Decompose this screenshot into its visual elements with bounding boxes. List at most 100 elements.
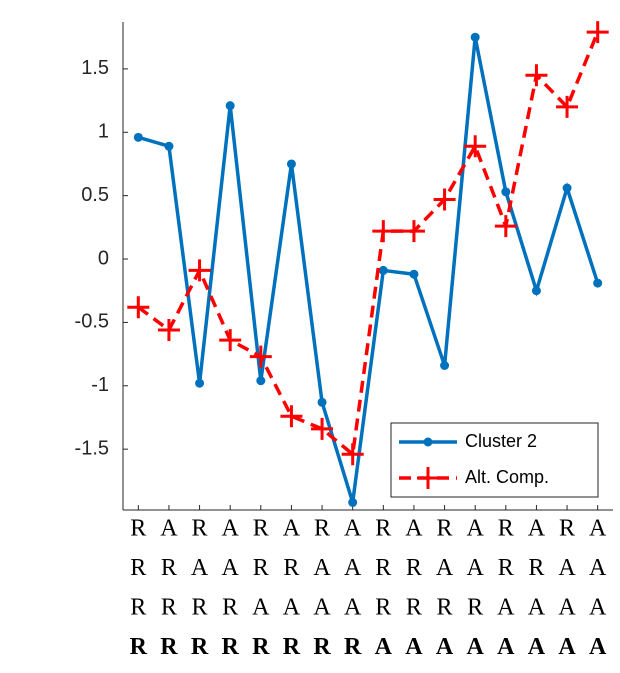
point [225,101,235,111]
x-tick-label: R [161,555,177,581]
point [586,21,609,44]
x-tick-label: R [130,555,146,581]
point [556,95,579,118]
point [164,141,174,151]
y-tick-label: 0.5 [81,184,109,206]
x-tick-label: R [313,634,331,660]
x-tick-label: R [130,516,146,542]
x-tick-label: R [559,516,575,542]
x-tick-label: R [253,516,269,542]
point [464,135,487,158]
point [378,265,388,275]
x-tick-label: R [192,516,208,542]
x-tick-label: R [253,555,269,581]
x-tick-label: A [558,595,576,621]
x-tick-label: R [406,555,422,581]
y-tick-label: 1.5 [81,57,109,79]
x-tick-label: A [436,634,454,660]
x-tick-label: R [160,634,178,660]
x-tick-label: A [589,634,607,660]
legend-box [390,422,599,498]
legend: Cluster 2 Alt. Comp. [390,422,599,498]
x-tick-label: R [498,516,514,542]
y-tick-label: -0.5 [75,311,109,333]
point [562,183,572,193]
x-tick-label: A [528,516,546,542]
x-tick-label: R [283,634,301,660]
x-tick-label: R [192,595,208,621]
x-tick-label: R [498,555,514,581]
x-tick-label: R [252,634,270,660]
x-tick-label: A [222,555,240,581]
x-tick-label: R [528,555,544,581]
x-tick-label: R [375,555,391,581]
x-tick-label: R [161,595,177,621]
point [317,397,327,407]
x-tick-label: A [589,595,607,621]
x-tick-label: R [437,516,453,542]
x-tick-label: R [437,595,453,621]
x-tick-label: A [467,634,485,660]
y-tick-label: 0 [98,247,109,269]
x-tick-label: A [344,555,362,581]
point [593,278,603,288]
x-tick-label: A [283,516,301,542]
point [402,220,425,243]
x-tick-label: R [467,595,483,621]
series [133,32,603,507]
x-tick-label: A [558,634,576,660]
x-tick-label: A [589,555,607,581]
x-tick-label: A [497,595,515,621]
point [133,132,143,142]
x-tick-label: A [283,595,301,621]
series-line [137,36,600,503]
point [494,215,517,238]
point [433,188,456,211]
point [501,187,511,197]
x-tick-label: R [314,516,330,542]
point [341,443,364,466]
x-tick-label: R [375,516,391,542]
legend-marker [423,437,433,447]
point [188,259,211,282]
point [440,361,450,371]
x-tick-label: A [375,634,393,660]
x-tick-label: A [436,555,454,581]
point [195,378,205,388]
x-tick-label: R [191,634,209,660]
x-tick-label: A [160,516,178,542]
x-tick-label: A [405,634,423,660]
x-tick-label: A [344,595,362,621]
point [157,319,180,342]
point [280,405,303,428]
x-tick-label: A [405,516,423,542]
x-tick-label: R [406,595,422,621]
x-tick-label: A [467,516,485,542]
x-tick-label: A [497,634,515,660]
legend-label: Cluster 2 [465,431,537,451]
x-tick-label: A [222,516,240,542]
point [525,64,548,87]
point [348,497,358,507]
point [256,376,266,386]
x-tick-label: R [222,595,238,621]
x-tick-label: R [130,634,148,660]
y-tick-label: -1 [91,374,109,396]
x-tick-label: A [344,516,362,542]
x-tick-label: A [558,555,576,581]
point [219,329,242,352]
x-tick-label: A [313,595,331,621]
x-tick-label: R [344,634,362,660]
x-tick-label: A [589,516,607,542]
x-tick-label: A [528,595,546,621]
legend-marker [417,467,439,489]
x-tick-label: A [252,595,270,621]
point [531,286,541,296]
x-tick-label: R [222,634,240,660]
point [249,345,272,368]
point [311,417,334,440]
x-tick-label: R [130,595,146,621]
x-tick-label: A [467,555,485,581]
y-tick-label: -1.5 [75,437,109,459]
